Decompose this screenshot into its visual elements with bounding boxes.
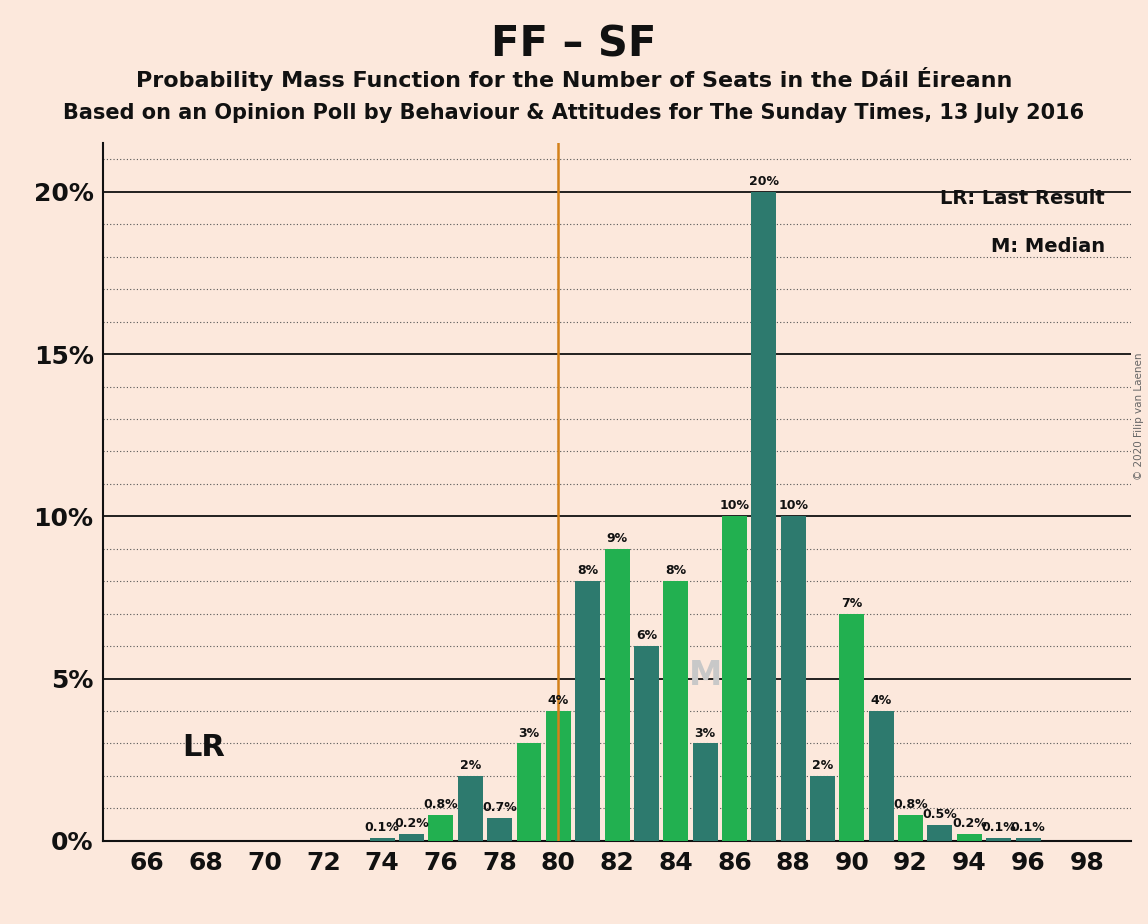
Bar: [722, 517, 747, 841]
Bar: [605, 549, 629, 841]
Text: 0.8%: 0.8%: [424, 798, 458, 811]
Bar: [575, 581, 600, 841]
Bar: [839, 614, 864, 841]
Text: 20%: 20%: [748, 175, 778, 188]
Text: FF – SF: FF – SF: [491, 23, 657, 65]
Bar: [664, 581, 689, 841]
Text: M: M: [689, 659, 722, 692]
Text: LR: Last Result: LR: Last Result: [940, 188, 1106, 208]
Text: 7%: 7%: [841, 597, 862, 610]
Text: 0.5%: 0.5%: [923, 808, 957, 821]
Text: 2%: 2%: [812, 759, 833, 772]
Text: LR: LR: [183, 734, 225, 762]
Bar: [898, 815, 923, 841]
Bar: [400, 834, 424, 841]
Bar: [428, 815, 453, 841]
Text: 2%: 2%: [459, 759, 481, 772]
Text: 3%: 3%: [519, 726, 540, 739]
Text: 9%: 9%: [606, 532, 628, 545]
Bar: [517, 744, 542, 841]
Text: 3%: 3%: [695, 726, 715, 739]
Text: 0.1%: 0.1%: [1010, 821, 1046, 833]
Bar: [810, 776, 835, 841]
Text: 0.2%: 0.2%: [394, 818, 429, 831]
Text: 4%: 4%: [870, 694, 892, 707]
Bar: [751, 192, 776, 841]
Text: 8%: 8%: [665, 565, 687, 578]
Bar: [692, 744, 718, 841]
Text: 0.8%: 0.8%: [893, 798, 928, 811]
Text: 10%: 10%: [720, 500, 750, 513]
Bar: [986, 837, 1011, 841]
Bar: [1016, 837, 1040, 841]
Text: 8%: 8%: [577, 565, 598, 578]
Text: 4%: 4%: [548, 694, 569, 707]
Bar: [869, 711, 894, 841]
Bar: [370, 837, 395, 841]
Bar: [634, 646, 659, 841]
Bar: [458, 776, 483, 841]
Text: 0.2%: 0.2%: [952, 818, 986, 831]
Text: 0.1%: 0.1%: [982, 821, 1016, 833]
Text: 10%: 10%: [778, 500, 808, 513]
Text: 0.7%: 0.7%: [482, 801, 517, 814]
Text: Based on an Opinion Poll by Behaviour & Attitudes for The Sunday Times, 13 July : Based on an Opinion Poll by Behaviour & …: [63, 103, 1085, 124]
Text: 0.1%: 0.1%: [365, 821, 400, 833]
Bar: [545, 711, 571, 841]
Text: © 2020 Filip van Laenen: © 2020 Filip van Laenen: [1134, 352, 1143, 480]
Bar: [781, 517, 806, 841]
Text: M: Median: M: Median: [991, 237, 1106, 256]
Text: Probability Mass Function for the Number of Seats in the Dáil Éireann: Probability Mass Function for the Number…: [135, 67, 1013, 91]
Text: 6%: 6%: [636, 629, 657, 642]
Bar: [956, 834, 982, 841]
Bar: [487, 818, 512, 841]
Bar: [928, 824, 953, 841]
